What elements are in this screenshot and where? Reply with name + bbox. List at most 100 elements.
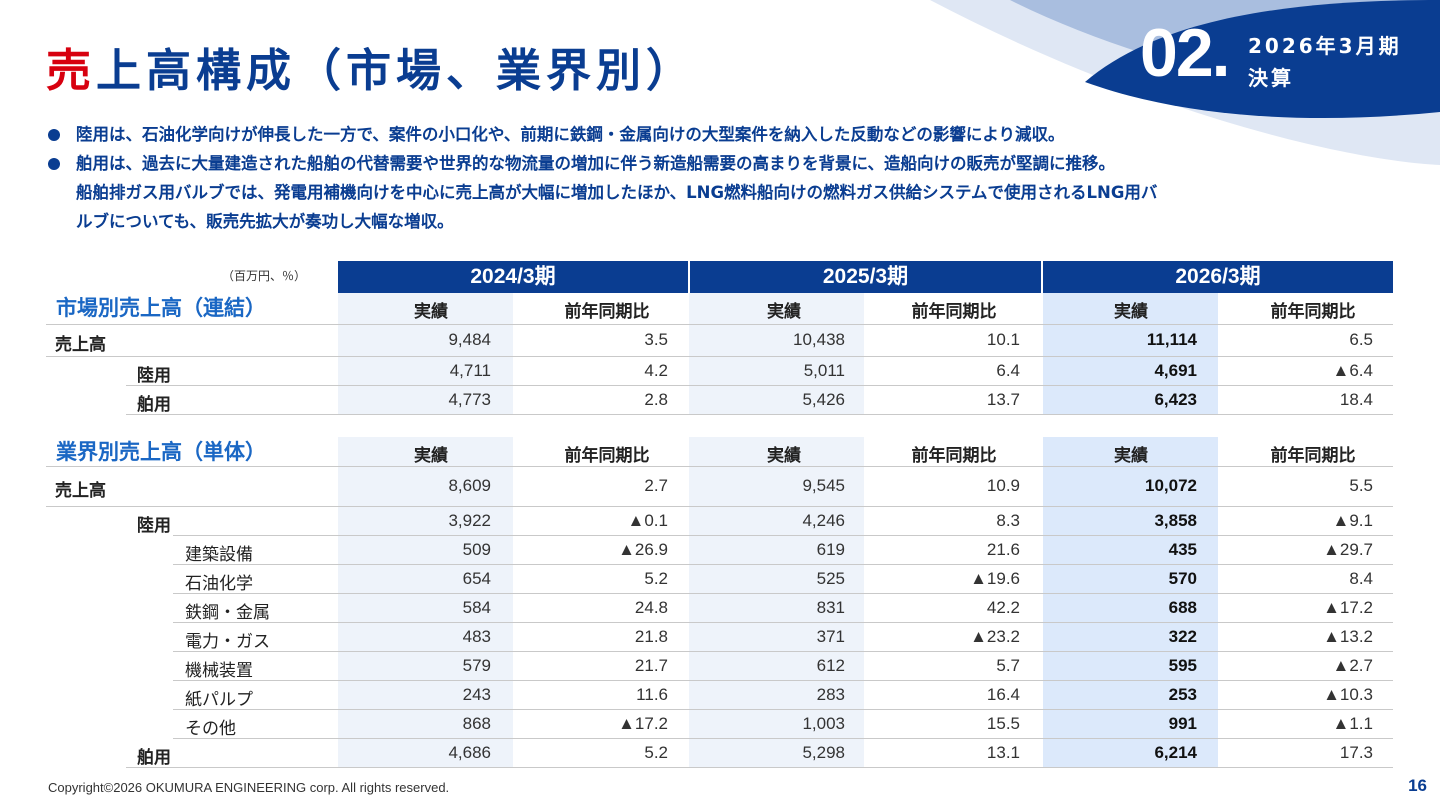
table-cell: 9,545: [802, 476, 845, 495]
table-cell: 8,609: [448, 476, 491, 495]
table-cell: 253: [1168, 684, 1197, 704]
row-divider: [173, 680, 1393, 681]
table-cell: 283: [816, 684, 845, 704]
page-number: 16: [1408, 776, 1427, 795]
table-cell: 16.4: [986, 684, 1020, 704]
table-cell: ▲9.1: [1332, 510, 1373, 530]
bullet-dot-icon: [48, 129, 60, 141]
table-cell: ▲1.1: [1332, 713, 1373, 733]
row-label: 機械装置: [185, 660, 253, 681]
table-cell: 4,691: [1154, 360, 1197, 380]
row-label: 建築設備: [185, 544, 253, 565]
table-cell: 2.8: [644, 389, 668, 409]
row-divider: [46, 356, 1393, 357]
table-cell: 17.3: [1339, 742, 1373, 762]
table-cell: 4,686: [448, 742, 491, 762]
table-cell: 21.7: [634, 655, 668, 675]
bullet-text: 船舶排ガス用バルブでは、発電用補機向けを中心に売上高が大幅に増加したほか、LNG…: [76, 183, 1158, 202]
summary-bullets: 陸用は、石油化学向けが伸長した一方で、案件の小口化や、前期に鉄鋼・金属向けの大型…: [48, 120, 1418, 236]
table-cell: 10.9: [986, 476, 1020, 495]
page-title: 売上高構成（市場、業界別）: [46, 34, 696, 99]
table-cell: ▲17.2: [1323, 597, 1373, 617]
table-cell: 5.7: [996, 655, 1020, 675]
table-cell: 619: [816, 539, 845, 559]
bullet-dot-icon: [48, 158, 60, 170]
table-cell: ▲26.9: [618, 539, 668, 559]
copyright: Copyright©2026 OKUMURA ENGINEERING corp.…: [48, 780, 450, 795]
column-header: 前年同期比: [564, 302, 650, 322]
table-cell: 5,298: [802, 742, 845, 762]
column-shade: [338, 437, 513, 768]
bullet-text: ルブについても、販売先拡大が奏功し大幅な増収。: [76, 212, 454, 231]
bullet-item: 舶用は、過去に大量建造された船舶の代替需要や世界的な物流量の増加に伴う新造船需要…: [48, 149, 1418, 236]
column-shade: [1043, 437, 1218, 768]
table-cell: 371: [816, 626, 845, 646]
row-label: 陸用: [137, 365, 171, 386]
period-label: 2026年3月期: [1248, 34, 1402, 58]
column-header: 前年同期比: [1270, 302, 1356, 322]
section-number: 02.: [1140, 15, 1231, 91]
table-cell: 579: [462, 655, 491, 675]
table-cell: 5,426: [802, 389, 845, 409]
table-cell: 15.5: [986, 713, 1020, 733]
row-divider: [173, 564, 1393, 565]
column-header: 前年同期比: [911, 446, 997, 466]
row-divider: [173, 622, 1393, 623]
table-cell: 243: [462, 684, 491, 704]
row-label: 鉄鋼・金属: [185, 602, 270, 623]
table-cell: 654: [462, 568, 491, 588]
table-cell: 2.7: [644, 476, 668, 495]
table-cell: 3,922: [448, 510, 491, 530]
column-header: 実績: [1114, 446, 1148, 466]
table-cell: 21.8: [634, 626, 668, 646]
row-divider: [173, 651, 1393, 652]
table-cell: 6,423: [1154, 389, 1197, 409]
column-shade: [338, 293, 513, 415]
bullet-text: 舶用は、過去に大量建造された船舶の代替需要や世界的な物流量の増加に伴う新造船需要…: [76, 154, 1116, 173]
table-cell: 10,438: [793, 330, 845, 349]
column-shade: [689, 437, 864, 768]
table-cell: 6.5: [1349, 330, 1373, 349]
period-sublabel: 決算: [1248, 66, 1294, 90]
year-header: 2026/3期: [1043, 261, 1393, 293]
row-label: 紙パルプ: [185, 689, 253, 710]
column-header: 実績: [1114, 302, 1148, 322]
row-divider: [46, 506, 1393, 507]
table-cell: 11.6: [636, 684, 668, 704]
row-divider: [173, 535, 1393, 536]
table-cell: 9,484: [448, 330, 491, 349]
table-cell: 612: [816, 655, 845, 675]
table-cell: 10,072: [1145, 476, 1197, 495]
table-cell: 21.6: [986, 539, 1020, 559]
column-header: 実績: [767, 302, 801, 322]
table-cell: 1,003: [802, 713, 845, 733]
table-cell: 4.2: [644, 360, 668, 380]
row-divider: [126, 385, 1393, 386]
row-label: 電力・ガス: [185, 631, 270, 652]
table-cell: 3.5: [644, 330, 668, 349]
bullet-item: 陸用は、石油化学向けが伸長した一方で、案件の小口化や、前期に鉄鋼・金属向けの大型…: [48, 120, 1418, 149]
bullet-text: 陸用は、石油化学向けが伸長した一方で、案件の小口化や、前期に鉄鋼・金属向けの大型…: [76, 125, 1065, 144]
header-divider: [46, 466, 1393, 467]
table-cell: 6,214: [1154, 742, 1197, 762]
section-title: 業界別売上高（単体）: [56, 440, 266, 464]
table-cell: 5.2: [644, 568, 668, 588]
column-shade: [1043, 293, 1218, 415]
row-label: その他: [185, 718, 236, 739]
column-header: 前年同期比: [564, 446, 650, 466]
table-cell: 584: [462, 597, 491, 617]
table-cell: ▲23.2: [970, 626, 1020, 646]
column-header: 実績: [414, 446, 448, 466]
title-accent: 売: [46, 44, 97, 97]
table-cell: ▲6.4: [1332, 360, 1373, 380]
table-cell: 570: [1168, 568, 1197, 588]
table-cell: 4,773: [448, 389, 491, 409]
table-cell: 525: [816, 568, 845, 588]
column-header: 実績: [767, 446, 801, 466]
column-header: 実績: [414, 302, 448, 322]
table-cell: 18.4: [1339, 389, 1373, 409]
row-label: 売上高: [55, 481, 106, 501]
table-cell: 483: [462, 626, 491, 646]
table-cell: 5.5: [1349, 476, 1373, 495]
table-cell: 4,246: [802, 510, 845, 530]
